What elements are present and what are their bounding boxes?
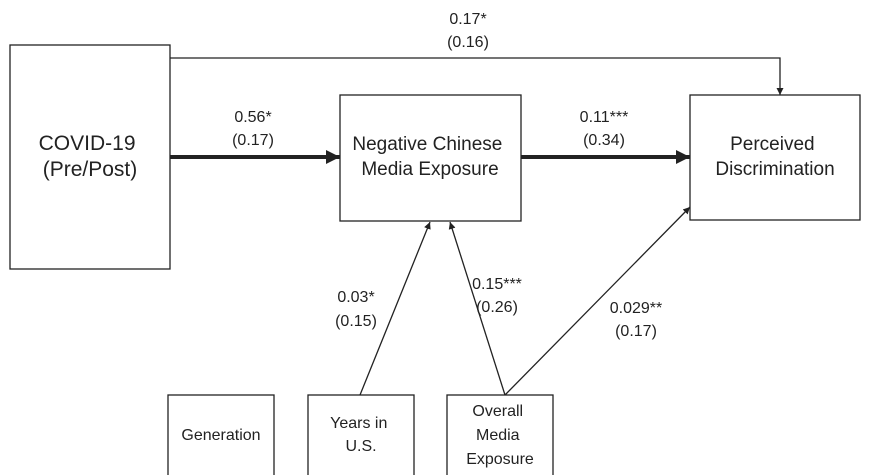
node-years-line-2: U.S. [345,438,376,455]
node-overall-line-1: Overall [472,403,523,420]
path-overall-to-perceived [504,206,691,396]
svg-text:Perceived Discrimination: Perceived Discrimination [715,134,834,180]
label-media-to-perceived: 0.11*** (0.34) [580,109,629,149]
coef-years-to-media: 0.03* [337,289,374,306]
coef-covid-to-media: 0.56* [234,109,271,126]
se-overall-to-media: (0.26) [476,299,518,316]
node-overall-line-2: Media [476,427,520,444]
svg-text:Generation: Generation [181,427,260,444]
node-generation: Generation [167,394,275,475]
node-media-exposure: Negative Chinese Media Exposure [339,94,522,222]
svg-text:Negative Chinese Media E: Negative Chinese Media Exposure [352,134,507,180]
se-years-to-media: (0.15) [335,313,377,330]
node-generation-line-1: Generation [181,427,260,444]
node-media-line-1: Negative Chinese [352,134,502,155]
se-media-to-perceived: (0.34) [583,132,625,149]
svg-text:COVID-19 (Pre/Post): COVID-19 (Pre/Post) [39,132,142,181]
label-covid-to-media: 0.56* (0.17) [232,109,274,149]
node-perceived-line-1: Perceived [730,134,815,155]
coef-covid-to-perceived: 0.17* [449,11,486,28]
label-overall-to-media: 0.15*** (0.26) [472,276,522,316]
node-perceived-line-2: Discrimination [715,159,834,180]
node-overall-line-3: Exposure [466,451,534,468]
coef-overall-to-perceived: 0.029** [610,300,663,317]
path-overall-to-media [448,221,506,396]
node-media-line-2: Media Exposure [361,159,498,180]
node-covid-line-1: COVID-19 [39,132,136,155]
label-covid-to-perceived: 0.17* (0.16) [447,11,489,51]
svg-text:Overall Media Expo: Overall Media Exposure [466,403,534,468]
label-years-to-media: 0.03* (0.15) [335,289,377,330]
svg-text:Years in U.S.: Years in U.S. [330,415,392,455]
label-overall-to-perceived: 0.029** (0.17) [610,300,663,340]
path-years-to-media [359,221,431,396]
node-years-line-1: Years in [330,415,387,432]
se-covid-to-perceived: (0.16) [447,34,489,51]
node-covid: COVID-19 (Pre/Post) [9,44,171,270]
node-overall-media-exposure: Overall Media Exposure [446,394,554,475]
path-covid-to-perceived [170,57,784,95]
coef-media-to-perceived: 0.11*** [580,109,629,126]
node-years-in-us: Years in U.S. [307,394,415,475]
node-covid-line-2: (Pre/Post) [43,158,138,181]
se-covid-to-media: (0.17) [232,132,274,149]
coef-overall-to-media: 0.15*** [472,276,522,293]
node-perceived-discrimination: Perceived Discrimination [689,94,861,221]
se-overall-to-perceived: (0.17) [615,323,657,340]
